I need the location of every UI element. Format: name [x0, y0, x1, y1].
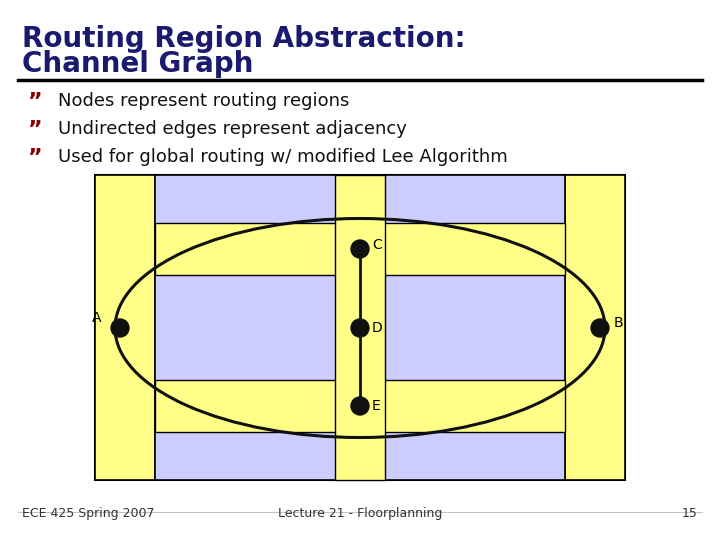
Bar — [95, 175, 625, 480]
Bar — [155, 223, 565, 275]
Text: B: B — [614, 316, 624, 330]
Circle shape — [351, 319, 369, 337]
Text: Nodes represent routing regions: Nodes represent routing regions — [58, 92, 349, 110]
Bar — [95, 175, 155, 480]
Bar — [335, 175, 385, 480]
Text: ”: ” — [28, 92, 42, 112]
Text: ECE 425 Spring 2007: ECE 425 Spring 2007 — [22, 507, 155, 520]
Text: Used for global routing w/ modified Lee Algorithm: Used for global routing w/ modified Lee … — [58, 148, 508, 166]
Text: ”: ” — [28, 148, 42, 168]
Text: Undirected edges represent adjacency: Undirected edges represent adjacency — [58, 120, 407, 138]
Text: Lecture 21 - Floorplanning: Lecture 21 - Floorplanning — [278, 507, 442, 520]
Bar — [155, 380, 565, 432]
Bar — [565, 175, 625, 480]
Circle shape — [351, 240, 369, 258]
Circle shape — [111, 319, 129, 337]
Text: Routing Region Abstraction:: Routing Region Abstraction: — [22, 25, 466, 53]
Text: C: C — [372, 238, 382, 252]
Text: E: E — [372, 399, 381, 413]
Text: ”: ” — [28, 120, 42, 140]
Circle shape — [591, 319, 609, 337]
Text: Channel Graph: Channel Graph — [22, 50, 253, 78]
Text: D: D — [372, 321, 383, 335]
Bar — [155, 175, 565, 480]
Circle shape — [351, 397, 369, 415]
Text: 15: 15 — [682, 507, 698, 520]
Text: A: A — [92, 311, 102, 325]
